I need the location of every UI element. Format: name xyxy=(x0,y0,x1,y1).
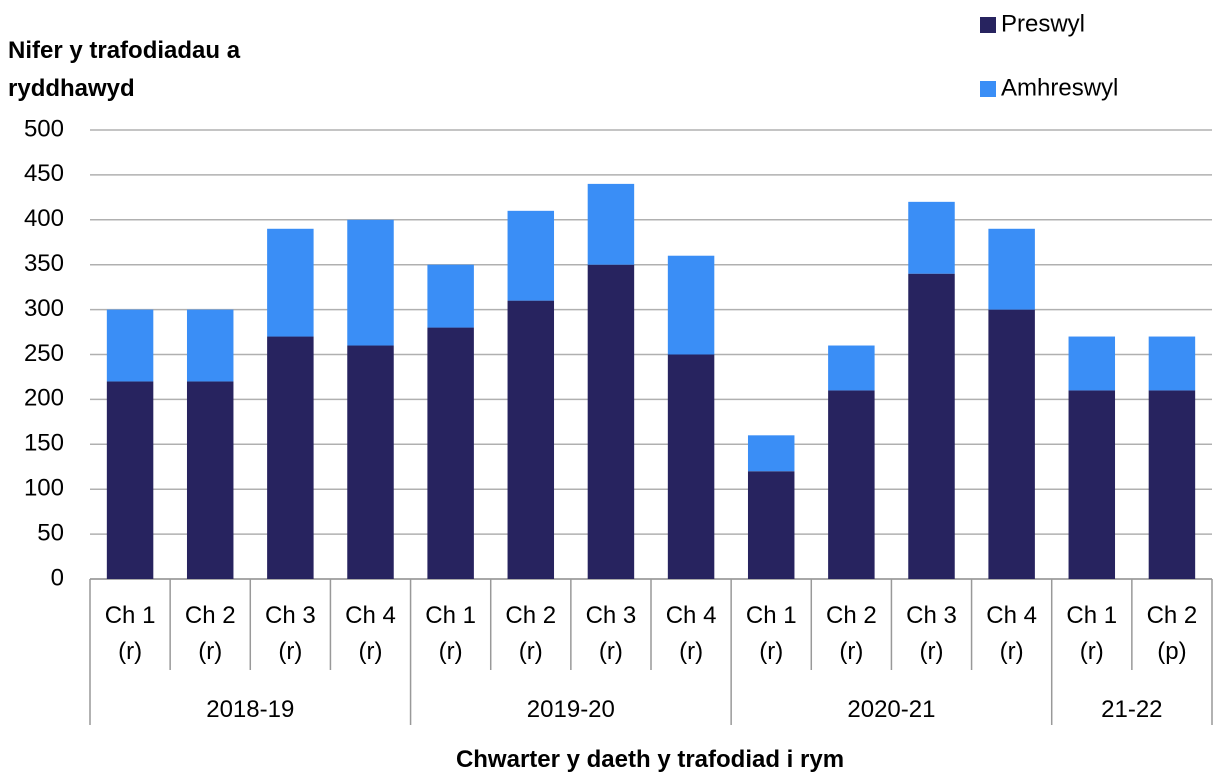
x-tick-label: Ch 1 (r) xyxy=(425,602,476,665)
bar-segment xyxy=(1068,390,1116,579)
x-tick-label: Ch 3 (r) xyxy=(906,602,957,665)
y-tick-label: 0 xyxy=(51,564,64,591)
bar-segment xyxy=(267,228,314,337)
bar-segment xyxy=(908,273,955,579)
legend-swatch xyxy=(980,81,996,97)
bar-segment xyxy=(427,327,474,579)
y-tick-label: 200 xyxy=(24,385,64,412)
bar-segment xyxy=(347,345,394,579)
y-tick-label: 150 xyxy=(24,430,64,457)
x-tick-label: Ch 1 (r) xyxy=(745,602,797,665)
bar-segment xyxy=(908,201,955,274)
y-tick-label: 300 xyxy=(24,295,64,322)
bar-segment xyxy=(507,300,555,579)
x-tick-label: Ch 1 (r) xyxy=(1066,602,1118,665)
legend-label: Amhreswyl xyxy=(1001,74,1118,101)
bar-segment xyxy=(106,309,154,382)
bar-segment xyxy=(267,336,314,579)
bar-segment xyxy=(507,210,555,301)
x-tick-label: Ch 2 (p) xyxy=(1146,602,1198,665)
bar-segment xyxy=(186,381,234,579)
x-tick-label: Ch 3 (r) xyxy=(585,602,637,665)
y-tick-label: 50 xyxy=(37,519,64,546)
legend-swatch xyxy=(980,17,996,33)
bar-segment xyxy=(347,219,394,346)
bar-segment xyxy=(988,309,1035,579)
bar-segment xyxy=(828,390,875,579)
bar-segment xyxy=(186,309,234,382)
bar-segment xyxy=(667,255,715,355)
x-tick-label: Ch 2 (r) xyxy=(826,602,877,665)
bar-segment xyxy=(1148,336,1196,391)
bar-segment xyxy=(667,354,715,579)
y-tick-label: 450 xyxy=(24,160,64,187)
bar-segment xyxy=(1068,336,1116,391)
bar-segment xyxy=(828,345,875,391)
group-label: 2020-21 xyxy=(847,696,936,723)
bar-segment xyxy=(427,264,474,328)
y-tick-label: 350 xyxy=(24,250,64,277)
x-tick-label: Ch 1 (r) xyxy=(104,602,156,665)
bar-segment xyxy=(747,435,795,472)
group-label: 2018-19 xyxy=(206,696,295,723)
y-axis-title: Nifer y trafodiadau a ryddhawyd xyxy=(8,37,241,102)
x-tick-label: Ch 2 (r) xyxy=(184,602,236,665)
bar-segment xyxy=(587,264,635,579)
y-tick-label: 400 xyxy=(24,205,64,232)
bar-segment xyxy=(988,228,1035,310)
x-tick-label: Ch 4 (r) xyxy=(665,602,717,665)
y-tick-label: 100 xyxy=(24,475,64,502)
y-tick-label: 250 xyxy=(24,340,64,367)
x-tick-label: Ch 4 (r) xyxy=(345,602,396,665)
y-tick-label: 500 xyxy=(24,115,64,142)
bar-segment xyxy=(106,381,154,579)
group-label: 21-22 xyxy=(1101,696,1163,723)
x-tick-label: Ch 2 (r) xyxy=(505,602,557,665)
bar-segment xyxy=(1148,390,1196,579)
legend-label: Preswyl xyxy=(1001,10,1085,37)
x-tick-label: Ch 3 (r) xyxy=(265,602,316,665)
x-tick-label: Ch 4 (r) xyxy=(986,602,1037,665)
x-axis-title: Chwarter y daeth y trafodiad i rym xyxy=(455,746,845,773)
bar-segment xyxy=(747,471,795,579)
bar-segment xyxy=(587,183,635,265)
group-label: 2019-20 xyxy=(526,696,615,723)
